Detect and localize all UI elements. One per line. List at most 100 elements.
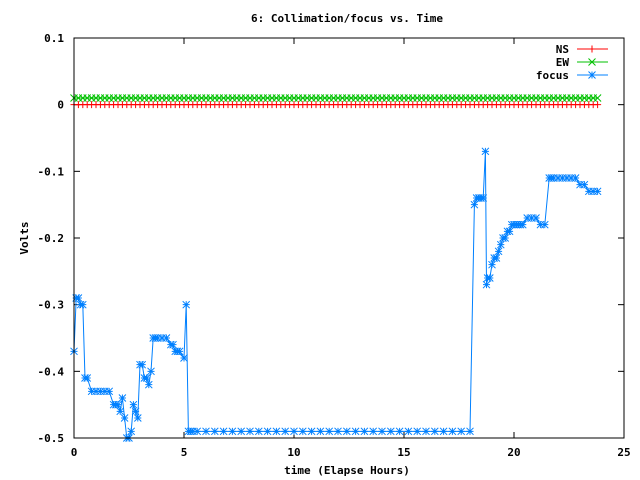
data-point [567,174,576,182]
data-point [193,427,202,436]
data-point [571,174,580,182]
data-point [494,247,503,256]
data-point [369,427,378,436]
data-point [588,58,596,66]
data-point [263,427,272,436]
data-point [127,427,136,436]
data-point [162,334,171,342]
legend-label: EW [556,56,570,69]
series-ew [70,94,602,102]
x-tick-label: 0 [71,446,78,459]
data-point [78,300,87,309]
data-point [404,427,413,436]
data-point [147,367,155,376]
x-tick-label: 10 [287,446,300,459]
data-point [481,147,490,156]
data-point [395,427,404,436]
data-point [505,227,514,236]
y-tick-label: 0 [57,99,64,112]
data-point [523,214,532,222]
y-tick-label: 0.1 [44,32,64,45]
series-focus [70,147,602,442]
x-tick-label: 15 [397,446,410,459]
data-point [100,387,109,396]
series-line [73,151,598,439]
legend-label: NS [556,43,569,56]
data-point [105,387,114,396]
plot-frame [73,37,625,439]
data-point [584,187,593,196]
data-point [92,387,100,396]
data-point [114,400,122,409]
data-point [488,260,496,269]
data-point [492,254,501,262]
data-point [378,427,386,436]
data-point [133,414,142,422]
data-point [501,234,510,242]
data-point [470,200,479,209]
data-point [153,334,162,342]
data-point [466,427,474,436]
data-point [536,220,545,229]
data-point [540,220,549,229]
data-point [549,174,558,182]
data-point [593,187,602,196]
x-axis-label: time (Elapse Hours) [284,464,410,477]
data-point [589,187,598,196]
data-point [413,427,422,436]
data-point [246,427,254,436]
x-tick-label: 20 [507,446,520,459]
data-point [138,360,147,369]
data-point [554,174,562,182]
data-point [182,300,191,309]
data-point [142,374,151,382]
data-point [290,427,298,436]
series-ns [70,101,602,109]
data-point [175,347,184,356]
data-point [144,380,153,389]
data-point [129,400,138,409]
axis-ticks: 0 5 10 15 20 25 0.1 0 -0.1 -0.2 -0.3 -0.4 -0.5 [38,32,631,459]
data-point [360,427,369,436]
data-point [83,374,92,382]
data-point [479,194,488,202]
x-tick-label: 5 [181,446,188,459]
data-point [588,45,596,53]
data-point [342,427,351,436]
data-point [532,214,540,222]
legend-label: focus [536,69,569,82]
data-point [316,427,325,436]
data-point [96,387,105,396]
data-point [457,427,466,436]
data-point [87,387,96,396]
data-point [169,340,177,349]
chart-title: 6: Collimation/focus vs. Time [251,12,443,25]
data-point [593,94,602,102]
data-point [580,180,589,189]
data-point [448,427,457,436]
data-point [281,427,290,436]
data-point [254,427,263,436]
data-point [120,414,129,422]
data-point [188,427,197,436]
data-point [272,427,281,436]
data-point [588,71,596,79]
data-point [351,427,360,436]
data-point [307,427,316,436]
data-point [496,240,505,249]
data-point [562,174,571,182]
data-point [482,280,491,289]
data-point [158,334,166,342]
data-point [576,180,584,189]
y-tick-label: -0.2 [38,232,65,245]
y-tick-label: -0.1 [38,165,65,178]
data-point [594,101,602,109]
series-layer [70,94,602,442]
data-point [518,220,527,229]
data-point [298,427,307,436]
data-point [219,427,228,436]
y-tick-label: -0.4 [38,365,65,378]
data-point [116,407,125,416]
